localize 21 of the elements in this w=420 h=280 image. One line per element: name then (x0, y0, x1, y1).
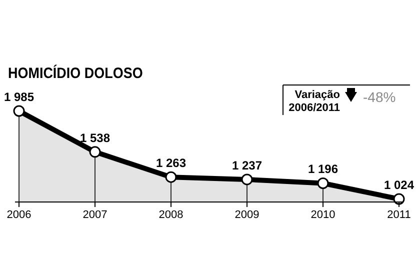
point (241, 174, 253, 186)
x-tick-label: 2010 (310, 209, 336, 221)
data-label: 1 538 (80, 130, 110, 145)
chart-title: HOMICÍDIO DOLOSO (8, 64, 143, 82)
data-label: 1 237 (232, 158, 262, 172)
point (89, 146, 101, 158)
data-label: 1 024 (384, 178, 414, 192)
point (165, 171, 177, 183)
data-label: 1 985 (4, 90, 34, 104)
x-tick-label: 2007 (82, 209, 108, 221)
x-tick-label: 2011 (387, 209, 411, 221)
point (393, 193, 405, 205)
data-label: 1 263 (156, 156, 186, 170)
point (13, 105, 25, 117)
annotation: Variação 2006/2011 (288, 89, 340, 114)
text: -48% (363, 89, 396, 105)
point (317, 178, 329, 189)
data-label: 1 196 (308, 162, 338, 176)
x-tick-label: 2006 (6, 209, 32, 221)
x-tick-label: 2009 (234, 209, 260, 221)
x-tick-label: 2008 (158, 209, 184, 221)
